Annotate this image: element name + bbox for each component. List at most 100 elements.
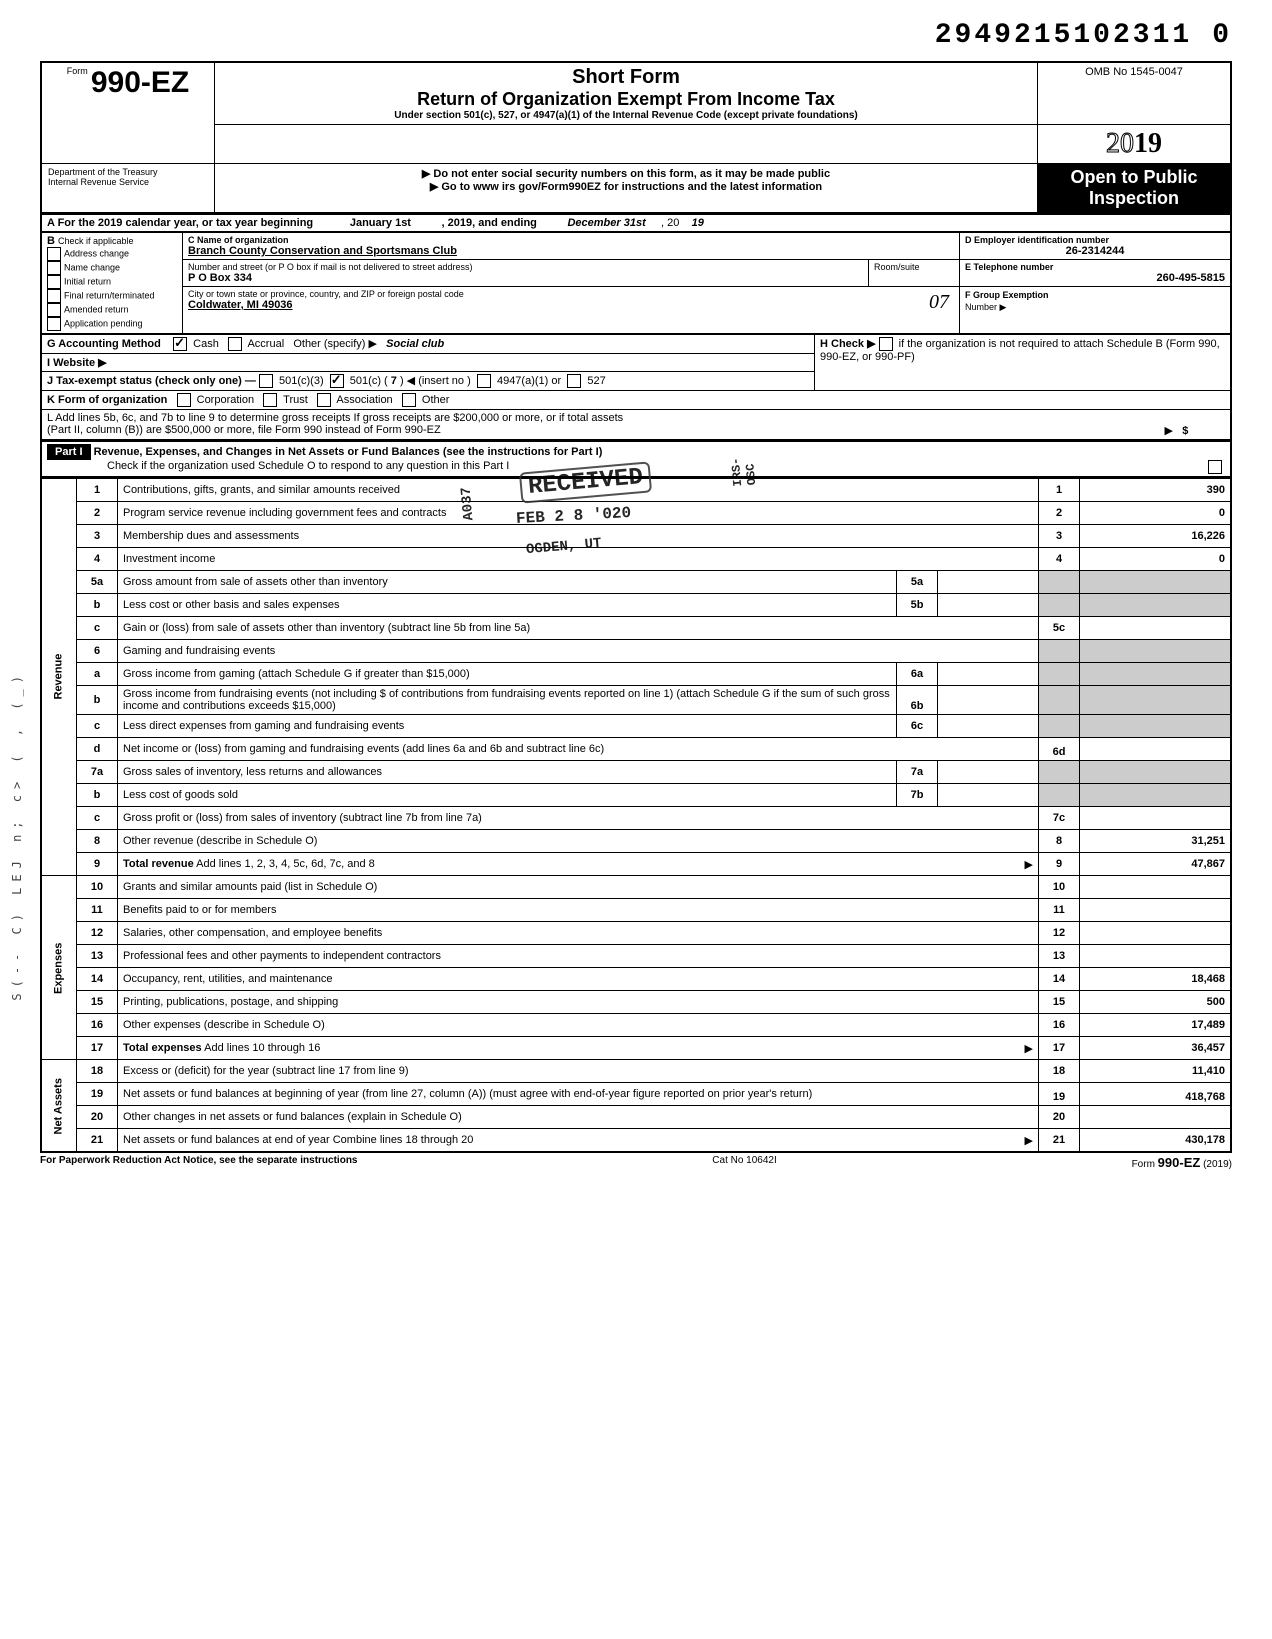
ein-value[interactable]: 26-2314244 bbox=[965, 245, 1225, 257]
chk-name-change[interactable]: Name change bbox=[47, 261, 177, 275]
line-11-amt[interactable] bbox=[1080, 899, 1232, 922]
line-5b-desc: Less cost or other basis and sales expen… bbox=[118, 594, 897, 617]
line-6b-subamt[interactable] bbox=[938, 686, 1039, 715]
line-9-desc-bold: Total revenue bbox=[123, 858, 194, 870]
phone-value[interactable]: 260-495-5815 bbox=[965, 272, 1225, 284]
line-12-amt[interactable] bbox=[1080, 922, 1232, 945]
checkbox-icon[interactable] bbox=[47, 317, 61, 331]
line-7a-subamt[interactable] bbox=[938, 761, 1039, 784]
line-16-amt[interactable]: 17,489 bbox=[1080, 1014, 1232, 1037]
line-17-num: 17 bbox=[77, 1037, 118, 1060]
part1-header-cell: Part I Revenue, Expenses, and Changes in… bbox=[41, 441, 1231, 477]
grey bbox=[1039, 761, 1080, 784]
line-6c-subamt[interactable] bbox=[938, 715, 1039, 738]
row-l-text1: L Add lines 5b, 6c, and 7b to line 9 to … bbox=[47, 412, 1225, 424]
row-a: A For the 2019 calendar year, or tax yea… bbox=[41, 215, 1231, 232]
chk-501c3[interactable] bbox=[259, 374, 273, 388]
line-19-desc: Net assets or fund balances at beginning… bbox=[118, 1083, 1039, 1106]
line-21-amt[interactable]: 430,178 bbox=[1080, 1129, 1232, 1153]
line-18-amt[interactable]: 11,410 bbox=[1080, 1060, 1232, 1083]
chk-527[interactable] bbox=[567, 374, 581, 388]
chk-amended[interactable]: Amended return bbox=[47, 303, 177, 317]
line-7b-subamt[interactable] bbox=[938, 784, 1039, 807]
line-4-amtn: 4 bbox=[1039, 548, 1080, 571]
chk-4947[interactable] bbox=[477, 374, 491, 388]
donot-text: ▶ Do not enter social security numbers o… bbox=[221, 167, 1031, 180]
line-7c-num: c bbox=[77, 807, 118, 830]
city-value[interactable]: Coldwater, MI 49036 bbox=[188, 299, 954, 311]
chk-final-return[interactable]: Final return/terminated bbox=[47, 289, 177, 303]
line-5c-amt[interactable] bbox=[1080, 617, 1232, 640]
chk-assoc[interactable] bbox=[317, 393, 331, 407]
row-b-label: B bbox=[47, 235, 55, 247]
checkbox-icon[interactable] bbox=[47, 261, 61, 275]
year-beginning[interactable]: January 1st bbox=[350, 217, 411, 229]
line-3-num: 3 bbox=[77, 525, 118, 548]
form-prefix: Form bbox=[67, 66, 88, 76]
header-table: Form 990-EZ Short Form Return of Organiz… bbox=[40, 61, 1232, 214]
row-c-addr-cell: Number and street (or P O box if mail is… bbox=[183, 260, 869, 287]
line-6a-num: a bbox=[77, 663, 118, 686]
chk-cash[interactable] bbox=[173, 337, 187, 351]
row-e-label: E Telephone number bbox=[965, 262, 1225, 272]
line-8-amt[interactable]: 31,251 bbox=[1080, 830, 1232, 853]
line-6d-amt[interactable] bbox=[1080, 738, 1232, 761]
chk-501c[interactable] bbox=[330, 374, 344, 388]
line-15-amtn: 15 bbox=[1039, 991, 1080, 1014]
line-5b-subamt[interactable] bbox=[938, 594, 1039, 617]
part1-label: Part I bbox=[47, 444, 91, 460]
line-14-amt[interactable]: 18,468 bbox=[1080, 968, 1232, 991]
line-10-amt[interactable] bbox=[1080, 876, 1232, 899]
line-6a-subamt[interactable] bbox=[938, 663, 1039, 686]
line-7c-amt[interactable] bbox=[1080, 807, 1232, 830]
open-public-cell: Open to Public Inspection bbox=[1038, 164, 1232, 214]
chk-initial-return[interactable]: Initial return bbox=[47, 275, 177, 289]
line-9-arrow: ▶ bbox=[1025, 858, 1033, 871]
line-13-amt[interactable] bbox=[1080, 945, 1232, 968]
line-6c-desc: Less direct expenses from gaming and fun… bbox=[118, 715, 897, 738]
year-ending[interactable]: December 31st bbox=[567, 217, 645, 229]
chk-other-org[interactable] bbox=[402, 393, 416, 407]
line-9-amt[interactable]: 47,867 bbox=[1080, 853, 1232, 876]
row-f-label: F Group Exemption bbox=[965, 290, 1049, 300]
row-a-year[interactable]: 19 bbox=[692, 217, 704, 229]
line-2-amt[interactable]: 0 bbox=[1080, 502, 1232, 525]
chk-h[interactable] bbox=[879, 337, 893, 351]
line-3-amt[interactable]: 16,226 bbox=[1080, 525, 1232, 548]
chk-corp[interactable] bbox=[177, 393, 191, 407]
line-5a-subamt[interactable] bbox=[938, 571, 1039, 594]
line-6b-sublbl: 6b bbox=[897, 686, 938, 715]
chk-pending[interactable]: Application pending bbox=[47, 317, 177, 331]
lines-table: Revenue 1 Contributions, gifts, grants, … bbox=[40, 477, 1232, 1153]
grey bbox=[1080, 761, 1232, 784]
row-d-cell: D Employer identification number 26-2314… bbox=[960, 233, 1232, 260]
checkbox-icon[interactable] bbox=[47, 289, 61, 303]
line-15-amt[interactable]: 500 bbox=[1080, 991, 1232, 1014]
line-15-num: 15 bbox=[77, 991, 118, 1014]
501c-num[interactable]: 7 bbox=[391, 375, 397, 387]
line-19-amt[interactable]: 418,768 bbox=[1080, 1083, 1232, 1106]
line-1-amt[interactable]: 390 bbox=[1080, 478, 1232, 502]
line-4-amt[interactable]: 0 bbox=[1080, 548, 1232, 571]
row-g-other-val[interactable]: Social club bbox=[386, 338, 444, 350]
chk-accrual[interactable] bbox=[228, 337, 242, 351]
title-cell: Short Form Return of Organization Exempt… bbox=[215, 62, 1038, 125]
main-title: Return of Organization Exempt From Incom… bbox=[221, 89, 1031, 110]
addr-instr: Number and street (or P O box if mail is… bbox=[188, 262, 863, 272]
chk-schedule-o[interactable] bbox=[1208, 460, 1222, 474]
checkbox-icon[interactable] bbox=[47, 247, 61, 261]
line-16-amtn: 16 bbox=[1039, 1014, 1080, 1037]
line-6a-desc: Gross income from gaming (attach Schedul… bbox=[118, 663, 897, 686]
line-17-desc: Add lines 10 through 16 bbox=[202, 1042, 321, 1054]
chk-address-change[interactable]: Address change bbox=[47, 247, 177, 261]
line-14-amtn: 14 bbox=[1039, 968, 1080, 991]
line-17-amt[interactable]: 36,457 bbox=[1080, 1037, 1232, 1060]
chk-trust[interactable] bbox=[263, 393, 277, 407]
row-k-label: K Form of organization bbox=[47, 394, 167, 406]
pobox[interactable]: P O Box 334 bbox=[188, 272, 863, 284]
checkbox-icon[interactable] bbox=[47, 275, 61, 289]
org-name[interactable]: Branch County Conservation and Sportsman… bbox=[188, 245, 954, 257]
row-l-cell: L Add lines 5b, 6c, and 7b to line 9 to … bbox=[41, 410, 1231, 440]
line-20-amt[interactable] bbox=[1080, 1106, 1232, 1129]
checkbox-icon[interactable] bbox=[47, 303, 61, 317]
